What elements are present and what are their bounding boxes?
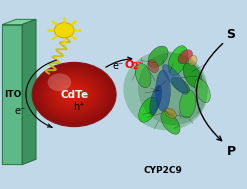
Text: P: P	[226, 145, 235, 158]
Circle shape	[63, 86, 82, 101]
Ellipse shape	[148, 60, 158, 73]
Circle shape	[71, 92, 74, 95]
Circle shape	[52, 78, 94, 110]
Circle shape	[51, 77, 96, 111]
Polygon shape	[2, 25, 22, 164]
Circle shape	[58, 82, 88, 106]
Text: CdTe: CdTe	[60, 90, 88, 99]
Circle shape	[60, 84, 85, 103]
Circle shape	[32, 62, 116, 127]
Ellipse shape	[165, 108, 176, 119]
Circle shape	[62, 85, 84, 102]
Circle shape	[59, 83, 87, 105]
Text: CYP2C9: CYP2C9	[144, 166, 183, 175]
Circle shape	[38, 67, 110, 122]
Circle shape	[48, 73, 71, 91]
Circle shape	[67, 89, 78, 98]
Circle shape	[54, 23, 74, 38]
Text: e⁻: e⁻	[14, 106, 25, 115]
Ellipse shape	[124, 51, 207, 130]
Circle shape	[41, 70, 106, 119]
Text: h⁺: h⁺	[73, 102, 85, 112]
Text: S: S	[226, 28, 235, 40]
Ellipse shape	[168, 46, 188, 75]
Text: e⁻: e⁻	[112, 61, 124, 70]
Ellipse shape	[150, 85, 162, 115]
Circle shape	[56, 81, 90, 107]
Circle shape	[43, 71, 104, 118]
Ellipse shape	[180, 90, 196, 118]
Circle shape	[36, 65, 112, 123]
Circle shape	[47, 74, 100, 115]
Circle shape	[68, 90, 77, 97]
Ellipse shape	[195, 79, 210, 103]
Ellipse shape	[148, 46, 168, 67]
Ellipse shape	[138, 53, 207, 125]
Ellipse shape	[178, 50, 192, 64]
Circle shape	[45, 73, 102, 116]
Text: ITO: ITO	[4, 90, 21, 99]
Polygon shape	[22, 19, 36, 164]
Text: 2: 2	[133, 62, 138, 71]
Circle shape	[64, 87, 81, 100]
Ellipse shape	[188, 55, 197, 66]
Polygon shape	[2, 19, 36, 25]
Circle shape	[40, 69, 107, 120]
Circle shape	[49, 76, 97, 112]
Circle shape	[33, 63, 115, 125]
Ellipse shape	[183, 63, 202, 88]
Circle shape	[55, 80, 91, 108]
Ellipse shape	[139, 97, 158, 122]
Text: ⁻: ⁻	[136, 60, 141, 70]
Circle shape	[44, 72, 103, 117]
Circle shape	[48, 75, 99, 113]
Circle shape	[35, 64, 113, 124]
Ellipse shape	[135, 64, 151, 88]
Circle shape	[65, 88, 80, 99]
Circle shape	[39, 67, 109, 121]
Circle shape	[54, 79, 93, 109]
Ellipse shape	[171, 77, 189, 93]
Circle shape	[70, 91, 75, 96]
Ellipse shape	[156, 70, 170, 112]
Ellipse shape	[163, 64, 188, 94]
Ellipse shape	[161, 112, 180, 134]
Text: O: O	[125, 60, 134, 70]
